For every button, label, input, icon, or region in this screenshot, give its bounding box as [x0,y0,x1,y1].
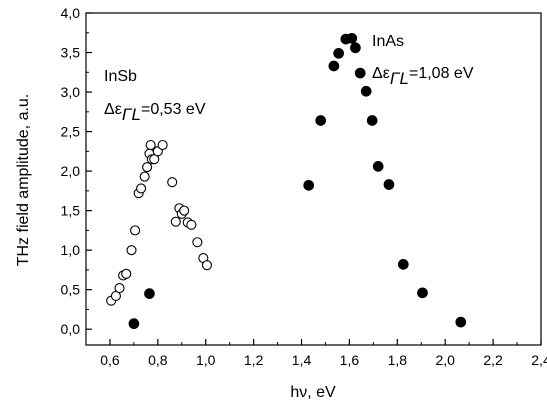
inas-label: InAs [372,33,404,50]
x-tick-label: 2,0 [435,352,455,368]
inas-data-point [333,47,344,59]
y-tick-label: 4,0 [61,5,81,21]
y-tick-label: 3,0 [61,84,81,100]
x-tick-label: 1,0 [196,352,216,368]
x-tick-label: 1,4 [292,352,312,368]
data-points [106,32,467,330]
x-tick-label: 1,8 [388,352,408,368]
x-tick-label: 0,6 [100,352,120,368]
insb-data-point [136,183,147,194]
insb-data-point [192,237,203,248]
inas-data-point [455,316,467,328]
inas-data-point [328,60,340,72]
y-tick-label: 2,5 [61,124,81,140]
y-tick-label: 1,0 [61,242,81,258]
inas-data-point [303,179,315,191]
inas-data-point [372,161,384,172]
inas-data-point [397,259,409,270]
insb-gap-symbol: Δε [104,101,122,118]
x-tick-label: 0,8 [148,352,168,368]
y-tick-label: 2,0 [61,163,81,179]
insb-label: InSb [104,68,137,85]
x-tick-label: 2,4 [531,352,547,368]
y-tick-label: 0,5 [61,282,81,298]
insb-data-point [179,205,190,216]
inas-data-point [350,42,361,54]
insb-gap-subscript: ΓL [122,105,141,124]
inas-data-point [417,287,428,299]
insb-data-point [157,139,168,151]
inas-gap-value: =1,08 eV [409,65,474,82]
inas-gap-subscript: ΓL [390,69,409,88]
insb-data-point [126,245,137,256]
x-axis-title: hν, eV [290,384,336,401]
insb-data-point [114,283,125,294]
y-tick-label: 1,5 [61,203,81,219]
plot-frame [85,12,542,346]
inas-data-point [315,115,327,126]
insb-gap-value: =0,53 eV [141,101,206,118]
insb-data-point [121,268,132,279]
inas-data-point [366,115,378,126]
inas-data-point [354,67,366,79]
inas-data-point [346,32,358,44]
insb-data-point [139,171,150,182]
inas-gap-label: ΔεΓL=1,08 eV [372,65,474,88]
y-axis-title: THz field amplitude, a.u. [15,94,32,267]
x-tick-label: 1,2 [244,352,264,368]
y-axis: 0,0 0,5 1,0 1,5 2,0 2,5 3,0 3,5 4,0 [61,5,92,337]
inas-data-point [144,288,155,299]
x-axis: 0,6 0,8 1,0 1,2 1,4 1,6 1,8 2,0 2,2 2,4 [100,339,547,368]
insb-gap-label: ΔεΓL=0,53 eV [104,101,206,124]
insb-data-point [170,216,181,227]
inas-gap-symbol: Δε [372,65,390,82]
insb-data-point [186,219,197,230]
insb-data-point [201,260,212,271]
y-tick-label: 0,0 [61,321,81,337]
y-tick-label: 3,5 [61,45,81,61]
inas-data-point [383,179,395,190]
inas-data-point [128,318,140,330]
insb-data-point [167,177,178,188]
x-tick-label: 2,2 [483,352,503,368]
insb-data-point [142,162,153,173]
insb-data-point [130,225,141,236]
x-tick-label: 1,6 [340,352,360,368]
insb-data-point [145,139,156,151]
inas-data-point [360,85,372,97]
